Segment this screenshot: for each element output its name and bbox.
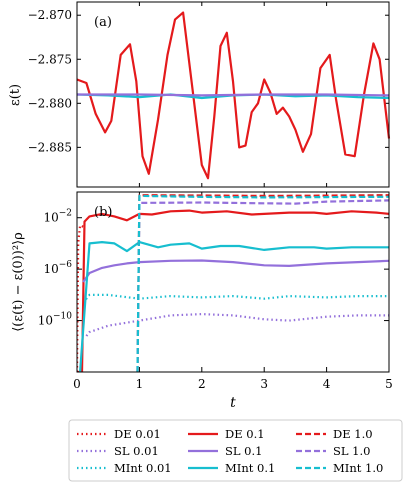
b-xtick-label: 5 [385,377,393,391]
b-xtick-label: 3 [260,377,268,391]
legend-label: DE 0.1 [225,427,265,441]
b-xtick-label: 1 [136,377,144,391]
b-xtick-label: 4 [323,377,331,391]
panel-a-label: (a) [94,15,112,30]
b-xtick-label: 0 [73,377,81,391]
legend-items: DE 0.01 SL 0.01 MInt 0.01 DE 0.1 SL 0.1 MInt … [77,427,383,475]
panel-a-frame [76,1,390,188]
legend-label: SL 1.0 [333,444,370,458]
a-ytick-label: −2.885 [28,140,72,154]
a-ytick-label: −2.880 [28,96,72,110]
panel-b-frame [76,191,390,373]
b-ytick-label: 10−2 [43,209,72,225]
panel-a-ticks: −2.870 −2.875 −2.880 −2.885 [28,2,390,187]
panel-b-ylabel: ⟨(ε(t) − ε(0))²⟩ρ [11,232,26,332]
b-series-line-4 [82,259,389,283]
a-series-line-0 [76,11,391,180]
legend-label: SL 0.1 [225,444,262,458]
legend-label: MInt 0.01 [114,461,172,475]
b-ytick-label: 10−10 [38,312,73,328]
b-series-line-3 [77,209,389,372]
b-series-line-8 [136,194,389,372]
panel-b-ticks: 10−2 10−6 10−10 0 1 2 3 4 5 [38,192,393,391]
legend-label: SL 0.01 [114,444,159,458]
b-series-line-5 [79,241,389,372]
b-series-line-0 [77,224,84,372]
panel-b-series [77,194,389,372]
a-series-line-2 [77,93,390,97]
b-xtick-label: 2 [198,377,206,391]
panel-a-ylabel: ε(t) [8,84,23,106]
panel-b-xlabel: t [230,395,236,411]
b-series-line-1 [85,313,389,337]
a-ytick-label: −2.870 [28,8,72,22]
legend-label: MInt 1.0 [333,461,383,475]
b-series-line-2 [82,293,389,304]
b-ytick-label: 10−6 [43,260,72,276]
legend-label: DE 0.01 [114,427,161,441]
legend-label: DE 1.0 [333,427,373,441]
legend: DE 0.01 SL 0.01 MInt 0.01 DE 0.1 SL 0.1 MInt … [68,419,403,482]
legend-box [68,419,403,482]
panel-b: 10−2 10−6 10−10 0 1 2 3 4 5 (b) ⟨(ε(t) − ε(0))²⟩… [11,191,393,411]
b-series-line-6 [136,194,389,372]
legend-label: MInt 0.1 [225,461,275,475]
panel-a: −2.870 −2.875 −2.880 −2.885 (a) ε(t) [8,1,391,188]
panel-b-label: (b) [94,205,112,220]
b-series-line-7 [136,199,389,372]
panel-a-series [76,11,391,180]
a-ytick-label: −2.875 [28,52,72,66]
